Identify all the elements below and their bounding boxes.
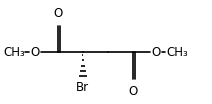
Text: CH₃: CH₃ — [3, 46, 25, 58]
Text: O: O — [151, 46, 161, 58]
Text: CH₃: CH₃ — [166, 46, 188, 58]
Text: Br: Br — [76, 81, 89, 94]
Text: O: O — [30, 46, 39, 58]
Text: O: O — [128, 85, 138, 98]
Text: O: O — [53, 7, 63, 20]
